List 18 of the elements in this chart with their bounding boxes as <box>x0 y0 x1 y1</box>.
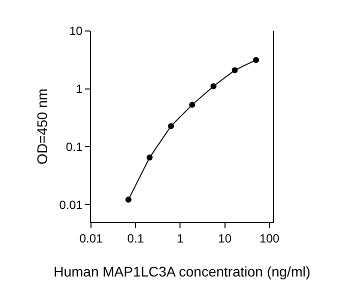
x-tick-label: 100 <box>259 231 280 246</box>
x-tick-label: 0.1 <box>127 231 144 246</box>
point <box>168 123 174 130</box>
point <box>232 67 238 74</box>
x-tick-label: 1 <box>176 231 184 246</box>
y-tick-label: 0.01 <box>59 198 83 212</box>
x-axis-title: Human MAP1LC3A concentration (ng/ml) <box>54 264 310 280</box>
point <box>253 56 260 63</box>
point <box>125 196 132 203</box>
y-axis-title: OD=450 nm <box>34 88 50 164</box>
x-tick-label: 0.01 <box>79 231 103 246</box>
y-tick-label: 0.1 <box>66 140 83 154</box>
y-tick-label: 1 <box>76 82 83 96</box>
point <box>146 154 153 161</box>
point <box>189 102 196 108</box>
y-tick-label: 10 <box>69 24 83 38</box>
x-tick-label: 10 <box>218 231 232 246</box>
point <box>210 83 216 90</box>
